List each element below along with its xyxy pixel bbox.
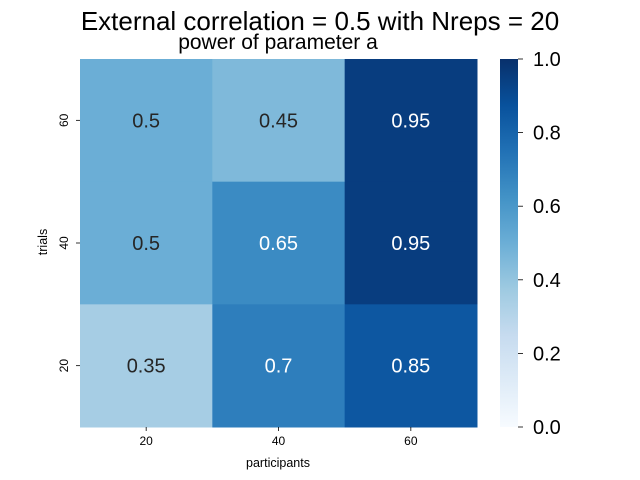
x-axis-label: participants: [246, 456, 310, 470]
colorbar-tick-label: 1.0: [533, 49, 561, 71]
heatmap-cell-labels: 0.5 0.45 0.95 0.5 0.65 0.95 0.35 0.7 0.85: [127, 110, 431, 377]
colorbar-tick-label: 0.4: [533, 270, 561, 292]
colorbar-tick-label: 0.2: [533, 343, 561, 365]
heatmap-cell-label: 0.85: [391, 356, 430, 378]
y-axis-ticks: 60 40 20: [57, 113, 80, 372]
chart-title: External correlation = 0.5 with Nreps = …: [81, 6, 559, 36]
heatmap-cell-label: 0.45: [259, 110, 298, 132]
heatmap-cell-label: 0.35: [127, 356, 166, 378]
heatmap-cell-label: 0.5: [132, 110, 160, 132]
y-axis-label: trials: [36, 229, 50, 255]
heatmap-cell-label: 0.95: [391, 233, 430, 255]
heatmap-cell: [344, 304, 478, 428]
chart-subtitle: power of parameter a: [178, 31, 378, 54]
x-tick-label: 20: [139, 434, 153, 448]
y-tick-label: 40: [57, 236, 71, 250]
heatmap-cell: [212, 181, 346, 305]
heatmap-cell: [80, 59, 213, 183]
heatmap-cell: [80, 304, 213, 428]
x-tick-label: 60: [404, 434, 418, 448]
colorbar-tick-label: 0.6: [533, 196, 561, 218]
colorbar-tick-label: 0.0: [533, 417, 561, 439]
heatmap-cell: [212, 59, 346, 183]
colorbar-ticks: 0.0 0.2 0.4 0.6 0.8 1.0: [518, 49, 561, 439]
y-tick-label: 20: [57, 359, 71, 373]
colorbar: [500, 59, 518, 427]
heatmap-cell-label: 0.95: [391, 110, 430, 132]
heatmap-cell-label: 0.65: [259, 233, 298, 255]
x-axis-ticks: 20 40 60: [139, 427, 418, 448]
heatmap-cell: [212, 304, 346, 428]
heatmap-cell-label: 0.7: [265, 356, 293, 378]
heatmap-cells: [80, 59, 478, 428]
heatmap-cell: [344, 181, 478, 305]
heatmap-cell-label: 0.5: [132, 233, 160, 255]
colorbar-tick-label: 0.8: [533, 123, 561, 145]
x-tick-label: 40: [272, 434, 286, 448]
heatmap-cell: [80, 181, 213, 305]
y-tick-label: 60: [57, 113, 71, 127]
heatmap-cell: [344, 59, 478, 183]
